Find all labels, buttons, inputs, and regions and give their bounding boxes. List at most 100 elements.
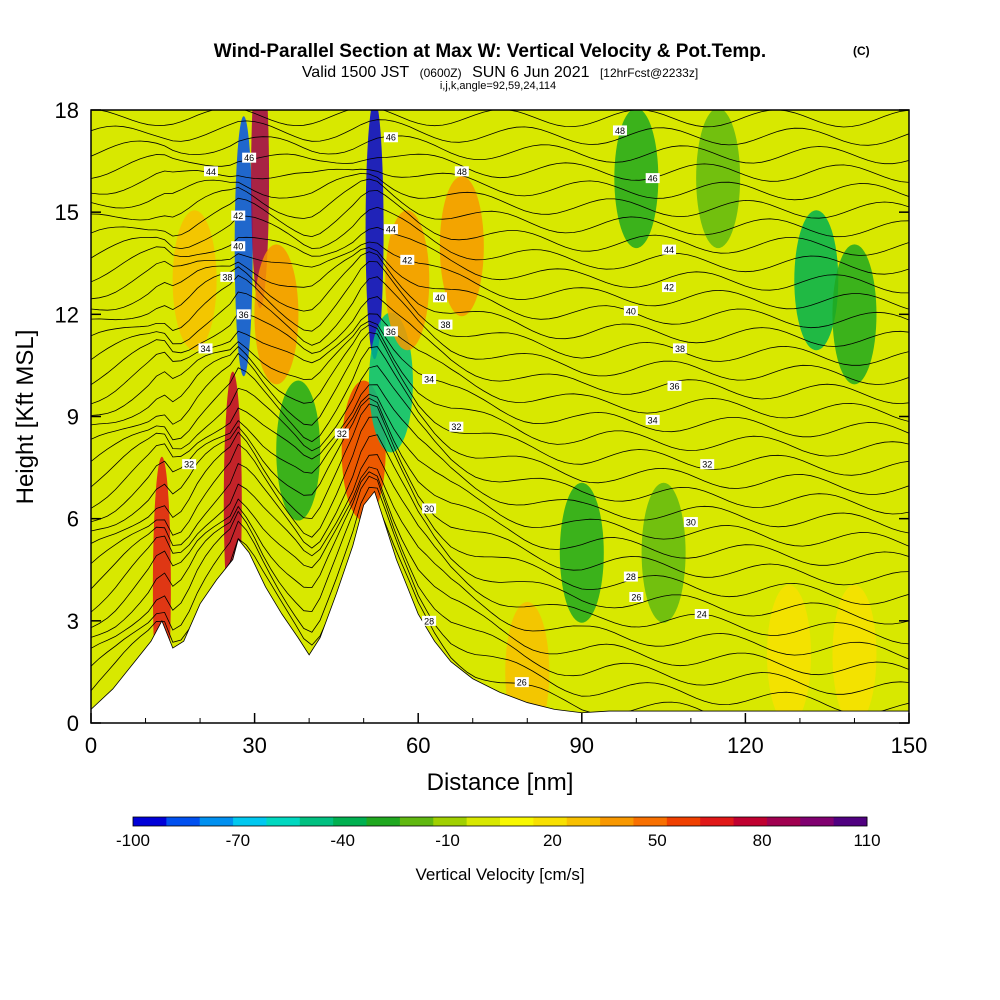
svg-text:34: 34 bbox=[424, 375, 434, 385]
colorbar-tick-label: 80 bbox=[753, 831, 772, 850]
x-tick-label: 120 bbox=[727, 733, 764, 758]
colorbar-frame bbox=[132, 816, 868, 827]
isentrope-line bbox=[91, 172, 909, 219]
isentrope-line bbox=[91, 324, 909, 457]
colorbar-swatch bbox=[266, 817, 301, 826]
svg-text:44: 44 bbox=[386, 225, 396, 235]
svg-text:24: 24 bbox=[697, 610, 707, 620]
svg-text:28: 28 bbox=[424, 616, 434, 626]
svg-text:36: 36 bbox=[239, 310, 249, 320]
colorbar-swatch bbox=[466, 817, 501, 826]
contour-label: 28 bbox=[623, 571, 638, 582]
velocity-feature bbox=[767, 584, 812, 723]
y-tick-label: 3 bbox=[67, 609, 79, 634]
svg-text:32: 32 bbox=[451, 422, 461, 432]
contour-label: 44 bbox=[203, 166, 218, 177]
chart-title: Wind-Parallel Section at Max W: Vertical… bbox=[214, 41, 766, 62]
svg-text:46: 46 bbox=[244, 153, 254, 163]
isentrope-line bbox=[91, 365, 909, 515]
plot-area: 44 46 42 40 38 36 34 32 32 46 44 42 40 38 36 34 32 30 28 26… bbox=[90, 109, 910, 724]
isentrope-line bbox=[91, 260, 909, 366]
contour-label: 32 bbox=[449, 421, 464, 432]
colorbar-swatch bbox=[233, 817, 267, 826]
isentrope-line bbox=[91, 475, 909, 695]
svg-text:42: 42 bbox=[402, 255, 412, 265]
svg-text:48: 48 bbox=[457, 167, 467, 177]
colorbar-swatch bbox=[366, 817, 401, 826]
contour-label: 46 bbox=[645, 173, 660, 184]
svg-text:34: 34 bbox=[648, 415, 658, 425]
contour-label: 34 bbox=[422, 374, 437, 385]
colorbar-swatch bbox=[666, 817, 701, 826]
isentrope-line bbox=[91, 434, 909, 625]
svg-text:46: 46 bbox=[648, 174, 658, 184]
colorbar-swatch bbox=[133, 817, 167, 826]
velocity-feature bbox=[794, 210, 839, 351]
colorbar-swatch bbox=[833, 817, 868, 826]
contour-label: 40 bbox=[231, 241, 246, 252]
contour-label: 42 bbox=[400, 254, 415, 265]
colorbar-swatch bbox=[600, 817, 634, 826]
x-tick-label: 150 bbox=[891, 733, 928, 758]
chart-title-tag: (C) bbox=[853, 44, 870, 58]
svg-text:44: 44 bbox=[664, 245, 674, 255]
contour-label: 28 bbox=[422, 615, 437, 626]
colorbar-swatch bbox=[166, 817, 201, 826]
colorbar-tick-label: -40 bbox=[330, 831, 355, 850]
isentrope-line bbox=[91, 331, 909, 476]
colorbar-swatch bbox=[700, 817, 735, 826]
isentrope-line bbox=[91, 403, 909, 586]
y-tick-label: 15 bbox=[55, 200, 79, 225]
velocity-feature bbox=[505, 601, 550, 723]
svg-text:38: 38 bbox=[675, 344, 685, 354]
isentrope-line bbox=[91, 397, 909, 566]
y-tick-label: 12 bbox=[55, 302, 79, 327]
velocity-feature bbox=[559, 482, 604, 623]
colorbar-swatch bbox=[299, 817, 334, 826]
contour-label: 42 bbox=[662, 282, 677, 293]
colorbar: -100 -70 -40 -10 20 50 80 110 bbox=[116, 816, 881, 850]
terrain-mask bbox=[90, 490, 910, 724]
y-axis-label: Height [Kft MSL] bbox=[12, 330, 39, 505]
isentrope-line bbox=[91, 276, 909, 385]
svg-text:26: 26 bbox=[517, 678, 527, 688]
svg-text:44: 44 bbox=[206, 167, 216, 177]
colorbar-swatch bbox=[533, 817, 568, 826]
velocity-feature bbox=[254, 244, 299, 385]
subtitle-utc: (0600Z) bbox=[420, 66, 462, 80]
velocity-feature bbox=[641, 482, 686, 623]
contour-label: 48 bbox=[454, 166, 469, 177]
contour-label: 32 bbox=[182, 459, 197, 470]
contour-label: 26 bbox=[514, 677, 529, 688]
contour-label: 46 bbox=[383, 132, 398, 143]
colorbar-tick-label: -10 bbox=[435, 831, 460, 850]
isentrope-line bbox=[91, 313, 909, 422]
svg-text:30: 30 bbox=[424, 504, 434, 514]
contour-label: 36 bbox=[667, 380, 682, 391]
colorbar-swatch bbox=[766, 817, 801, 826]
colorbar-tick-label: 110 bbox=[853, 831, 880, 850]
x-tick-label: 30 bbox=[242, 733, 266, 758]
contour-label: 42 bbox=[231, 210, 246, 221]
y-tick-label: 0 bbox=[67, 711, 79, 736]
svg-text:46: 46 bbox=[386, 133, 396, 143]
contour-label: 40 bbox=[623, 305, 638, 316]
isentrope-line bbox=[91, 454, 909, 645]
colorbar-swatch bbox=[333, 817, 368, 826]
contour-label: 34 bbox=[198, 343, 213, 354]
velocity-feature bbox=[832, 244, 877, 385]
contour-label: 36 bbox=[383, 326, 398, 337]
colorbar-label: Vertical Velocity [cm/s] bbox=[415, 865, 584, 884]
svg-text:34: 34 bbox=[201, 344, 211, 354]
svg-text:48: 48 bbox=[615, 126, 625, 136]
colorbar-swatch bbox=[399, 817, 434, 826]
svg-text:40: 40 bbox=[233, 242, 243, 252]
velocity-feature bbox=[276, 380, 321, 521]
y-tick-label: 18 bbox=[55, 98, 79, 123]
svg-text:42: 42 bbox=[233, 211, 243, 221]
x-tick-label: 60 bbox=[406, 733, 430, 758]
colorbar-swatch bbox=[199, 817, 234, 826]
isentrope-line bbox=[91, 168, 909, 201]
